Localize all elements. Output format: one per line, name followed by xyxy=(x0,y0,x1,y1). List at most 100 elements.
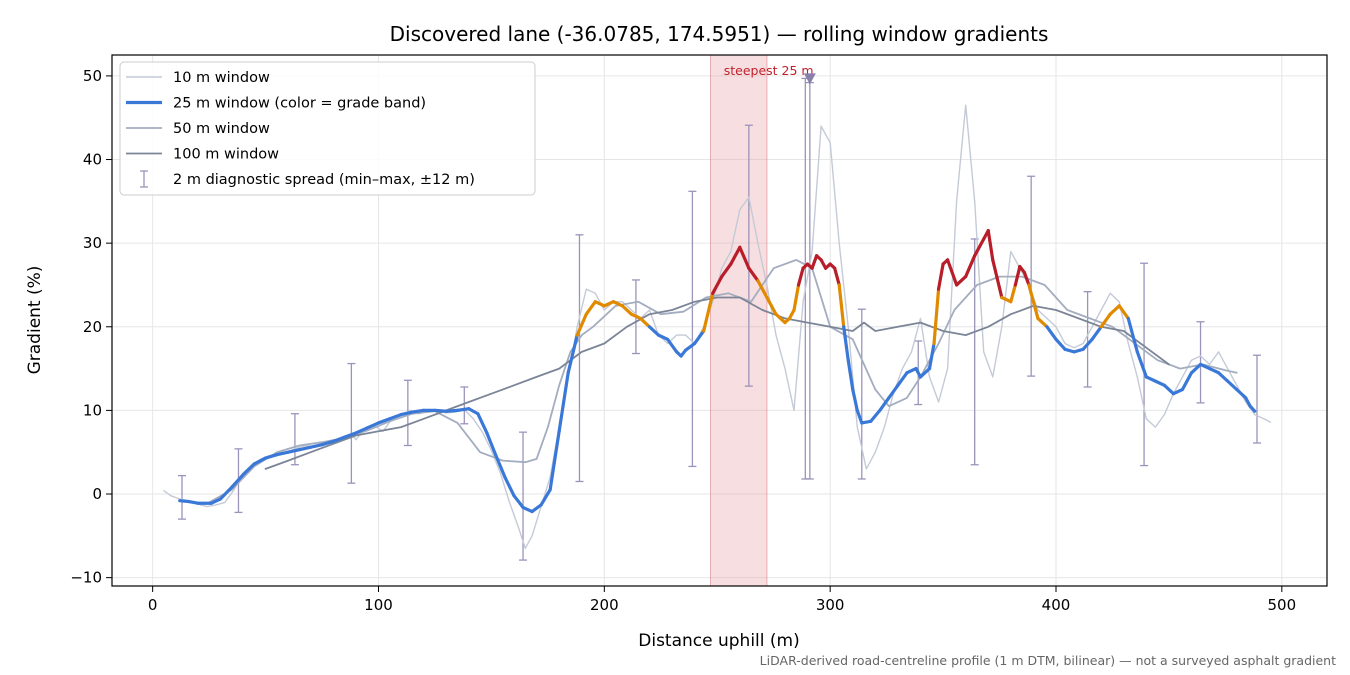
y-tick-label: 50 xyxy=(83,67,102,85)
errorbar xyxy=(1140,262,1149,467)
steepest-window-label: steepest 25 m xyxy=(724,63,814,78)
x-tick-label: 400 xyxy=(1042,596,1071,614)
legend-label: 10 m window xyxy=(173,70,270,86)
series-segment xyxy=(275,450,290,457)
series-segment xyxy=(1207,366,1221,375)
series-segment xyxy=(1099,312,1112,329)
series-segment xyxy=(309,443,324,449)
series-segment xyxy=(331,435,347,443)
series-segment xyxy=(548,429,561,492)
x-axis-ticks: 0 100 200 300 400 500 xyxy=(148,586,1296,614)
series-segment xyxy=(1117,304,1130,321)
steepest-marker xyxy=(803,73,816,85)
legend: 10 m window 25 m window (color = grade ba… xyxy=(119,61,536,196)
series-segment xyxy=(218,485,234,501)
series-segment xyxy=(1216,371,1230,383)
series-segment xyxy=(1090,325,1103,341)
series-segment xyxy=(1027,283,1040,321)
series-segment xyxy=(575,312,588,337)
series-segment xyxy=(209,497,223,505)
series-segment xyxy=(455,407,471,412)
series-line-50-m-window xyxy=(208,259,1238,504)
series-segment xyxy=(620,304,634,316)
series-segment xyxy=(738,245,751,270)
steepest-window-band xyxy=(709,54,768,587)
series-segment xyxy=(918,366,932,379)
series-segment xyxy=(756,279,769,300)
series-segment xyxy=(774,312,787,325)
series-segment xyxy=(711,274,724,295)
series-segment xyxy=(354,426,369,435)
series-segment xyxy=(433,408,448,413)
series-segment xyxy=(1013,264,1022,287)
series-segment xyxy=(263,453,279,460)
series-segment xyxy=(1189,362,1203,375)
series-segment xyxy=(693,329,706,346)
series-segment xyxy=(896,371,909,387)
series-segment xyxy=(1135,350,1148,379)
y-tick-label: 20 xyxy=(83,318,102,336)
series-segment xyxy=(611,300,624,308)
series-segment xyxy=(810,254,819,270)
series-segment xyxy=(945,258,959,287)
series-segment xyxy=(444,408,460,413)
series-segment xyxy=(376,417,392,425)
x-axis-label: Distance uphill (m) xyxy=(638,631,799,651)
x-tick-label: 0 xyxy=(148,596,158,614)
series-segment xyxy=(796,266,805,287)
errorbar xyxy=(744,124,753,387)
steepest-window-highlight: steepest 25 m xyxy=(709,54,814,587)
series-segment xyxy=(927,341,936,371)
series-segment xyxy=(1126,316,1139,354)
series-segment xyxy=(973,237,986,258)
series-segment xyxy=(765,295,778,316)
series-segment xyxy=(887,383,900,400)
series-line-25m-banded xyxy=(178,229,1257,514)
series-segment xyxy=(833,266,841,287)
y-tick-label: −10 xyxy=(70,569,102,587)
series-segment xyxy=(629,312,643,321)
series-segment xyxy=(388,412,403,421)
series-segment xyxy=(566,333,579,375)
legend-label: 25 m window (color = grade band) xyxy=(173,96,426,112)
x-tick-label: 200 xyxy=(590,596,619,614)
series-segment xyxy=(855,408,864,425)
series-segment xyxy=(1108,304,1121,316)
y-axis-ticks: −10 0 10 20 30 40 50 xyxy=(70,67,112,587)
series-segment xyxy=(365,421,381,430)
x-tick-label: 500 xyxy=(1268,596,1297,614)
series-segment xyxy=(638,316,652,329)
series-segment xyxy=(584,300,597,316)
series-segment xyxy=(1235,387,1248,400)
chart-title: Discovered lane (-36.0785, 174.5951) — r… xyxy=(390,22,1049,46)
series-segment xyxy=(343,431,358,439)
annotation-markers xyxy=(803,73,816,85)
series-segment xyxy=(494,453,507,479)
legend-box xyxy=(119,61,536,196)
plot-frame xyxy=(111,54,1328,587)
series-segment xyxy=(792,283,801,312)
legend-label: 50 m window xyxy=(173,121,270,137)
series-segment xyxy=(986,229,995,262)
series-line-100-m-window xyxy=(264,296,1170,470)
series-segment xyxy=(964,254,977,279)
series-segment xyxy=(1036,316,1049,329)
series-segment xyxy=(936,262,945,291)
errorbar xyxy=(1027,175,1036,377)
y-tick-label: 0 xyxy=(92,485,102,503)
series-segment xyxy=(878,396,891,412)
series-segment xyxy=(241,462,256,477)
series-segment xyxy=(837,283,846,329)
series-segment xyxy=(932,287,941,346)
series-segment xyxy=(720,262,733,279)
series-segment xyxy=(1226,379,1239,392)
series-segment xyxy=(1153,379,1166,387)
footnote: LiDAR-derived road-centreline profile (1… xyxy=(760,653,1336,668)
series-segment xyxy=(476,412,489,435)
series-segment xyxy=(905,366,918,375)
series-segment xyxy=(1171,387,1185,396)
series-segment xyxy=(656,333,670,341)
errorbar xyxy=(1196,321,1205,404)
series-segment xyxy=(1000,295,1013,304)
y-axis-label: Gradient (%) xyxy=(25,266,45,375)
